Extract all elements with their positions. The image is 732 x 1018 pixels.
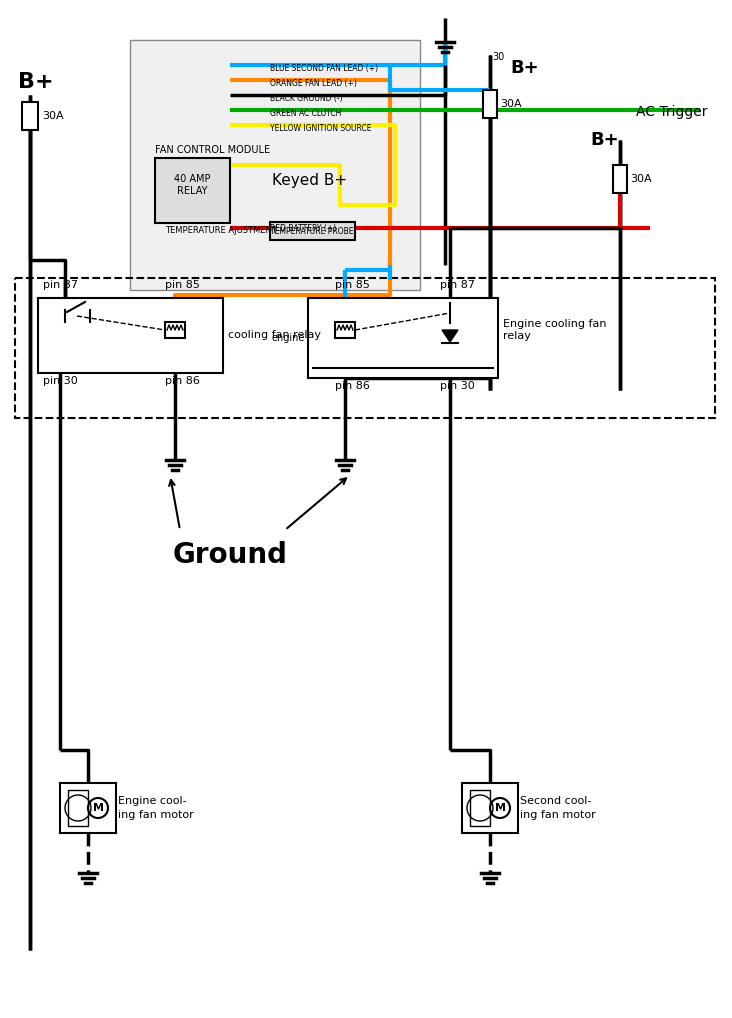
Text: B+: B+ [18, 72, 53, 92]
Text: GREEN AC CLUTCH: GREEN AC CLUTCH [270, 109, 341, 117]
Text: AC Trigger: AC Trigger [637, 105, 708, 119]
Bar [270, 222, 355, 240]
Text: cooling fan relay: cooling fan relay [228, 331, 321, 340]
Text: pin 30: pin 30 [440, 381, 475, 391]
Text: TEMPERATURE PROBE: TEMPERATURE PROBE [270, 226, 354, 235]
Bar [130, 40, 420, 290]
Text: pin 87: pin 87 [43, 280, 78, 290]
Bar [613, 165, 627, 193]
Text: Second cool-
ing fan motor: Second cool- ing fan motor [520, 796, 596, 819]
Text: Engine cool-
ing fan motor: Engine cool- ing fan motor [118, 796, 194, 819]
Text: engine: engine [272, 333, 305, 343]
Bar [165, 322, 185, 338]
Text: pin 85: pin 85 [335, 280, 370, 290]
Bar [483, 90, 497, 118]
Bar [15, 278, 715, 418]
Text: pin 86: pin 86 [165, 376, 200, 386]
Text: pin 86: pin 86 [335, 381, 370, 391]
Text: pin 85: pin 85 [165, 280, 200, 290]
Text: M: M [92, 803, 103, 813]
Text: ORANGE FAN LEAD (+): ORANGE FAN LEAD (+) [270, 78, 357, 88]
Text: FAN CONTROL MODULE: FAN CONTROL MODULE [155, 145, 270, 155]
Bar [462, 783, 518, 833]
Text: Ground: Ground [173, 541, 288, 569]
Text: B+: B+ [510, 59, 539, 77]
Text: 30: 30 [492, 52, 504, 62]
Text: BLUE SECOND FAN LEAD (+): BLUE SECOND FAN LEAD (+) [270, 63, 378, 72]
Bar [60, 783, 116, 833]
Text: Engine cooling fan
relay: Engine cooling fan relay [503, 320, 607, 341]
Text: 30A: 30A [630, 174, 651, 184]
Bar [22, 102, 38, 130]
Text: BLACK GROUND (-): BLACK GROUND (-) [270, 94, 343, 103]
Text: 40 AMP
RELAY: 40 AMP RELAY [173, 174, 210, 195]
Bar [155, 158, 230, 223]
Text: 30A: 30A [42, 111, 64, 121]
Text: B+: B+ [590, 131, 619, 149]
Text: RED BATTERY (+): RED BATTERY (+) [270, 224, 336, 232]
Text: Keyed B+: Keyed B+ [272, 172, 348, 187]
Text: YELLOW IGNITION SOURCE: YELLOW IGNITION SOURCE [270, 123, 372, 132]
Text: 30A: 30A [500, 99, 522, 109]
Bar [308, 298, 498, 378]
Text: TEMPERATURE AJUSTMENT: TEMPERATURE AJUSTMENT [165, 226, 277, 234]
Bar [335, 322, 355, 338]
Text: M: M [495, 803, 506, 813]
Text: pin 87: pin 87 [440, 280, 475, 290]
Bar [38, 298, 223, 373]
Bar [470, 790, 490, 826]
Polygon shape [442, 330, 458, 342]
Bar [68, 790, 88, 826]
Text: pin 30: pin 30 [43, 376, 78, 386]
